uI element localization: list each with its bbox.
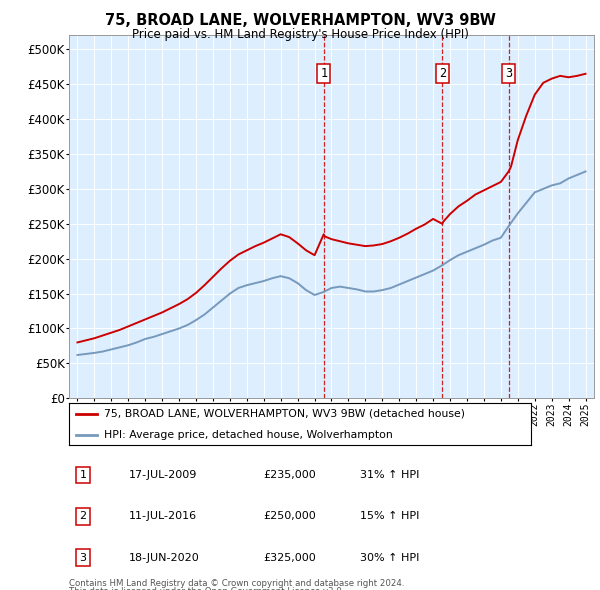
Text: 17-JUL-2009: 17-JUL-2009: [129, 470, 197, 480]
Text: 11-JUL-2016: 11-JUL-2016: [129, 512, 197, 521]
Text: 15% ↑ HPI: 15% ↑ HPI: [360, 512, 419, 521]
Text: £250,000: £250,000: [263, 512, 316, 521]
Text: This data is licensed under the Open Government Licence v3.0.: This data is licensed under the Open Gov…: [69, 587, 344, 590]
Text: HPI: Average price, detached house, Wolverhampton: HPI: Average price, detached house, Wolv…: [104, 430, 392, 440]
Text: 30% ↑ HPI: 30% ↑ HPI: [360, 553, 419, 562]
Text: 3: 3: [505, 67, 512, 80]
Text: 2: 2: [79, 512, 86, 521]
Text: 75, BROAD LANE, WOLVERHAMPTON, WV3 9BW (detached house): 75, BROAD LANE, WOLVERHAMPTON, WV3 9BW (…: [104, 409, 464, 418]
Text: Price paid vs. HM Land Registry's House Price Index (HPI): Price paid vs. HM Land Registry's House …: [131, 28, 469, 41]
Text: 1: 1: [320, 67, 327, 80]
Text: 3: 3: [79, 553, 86, 562]
Text: £325,000: £325,000: [263, 553, 316, 562]
Text: 1: 1: [79, 470, 86, 480]
Text: £235,000: £235,000: [263, 470, 316, 480]
Text: 18-JUN-2020: 18-JUN-2020: [129, 553, 200, 562]
Text: 2: 2: [439, 67, 446, 80]
Text: 75, BROAD LANE, WOLVERHAMPTON, WV3 9BW: 75, BROAD LANE, WOLVERHAMPTON, WV3 9BW: [104, 13, 496, 28]
Text: Contains HM Land Registry data © Crown copyright and database right 2024.: Contains HM Land Registry data © Crown c…: [69, 579, 404, 588]
Text: 31% ↑ HPI: 31% ↑ HPI: [360, 470, 419, 480]
